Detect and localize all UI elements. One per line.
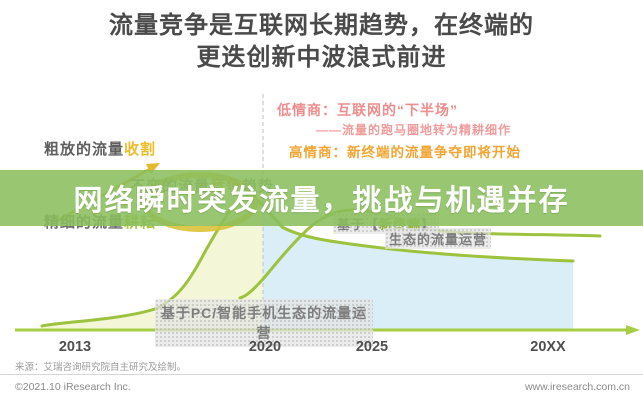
label-pc-ecosystem: 基于PC/智能手机生态的流量运营 <box>155 299 373 347</box>
tick-20xx: 20XX <box>530 339 566 355</box>
annotation-high-eq: 高情商：新终端的流量争夺即将开始 <box>289 145 521 160</box>
trend-arrow-head-icon <box>146 163 160 174</box>
annotation-low-eq: 低情商：互联网的“下半场” <box>277 102 458 118</box>
website-url: www.iresearch.com.cn <box>524 381 630 393</box>
copyright-text: ©2021.10 iResearch Inc. <box>15 381 131 393</box>
label-new-terminal-line2: 生态的流量运营 <box>385 228 492 249</box>
overlay-banner-text: 网络瞬时突发流量，挑战与机遇并存 <box>73 185 570 217</box>
timeline-axis-arrow-icon <box>626 325 640 335</box>
pc-curve-area-before-2020 <box>42 196 263 330</box>
overlay-banner: 网络瞬时突发流量，挑战与机遇并存 <box>0 170 643 226</box>
label-rough-highlight: 收割 <box>124 141 157 158</box>
tick-2020: 2020 <box>248 339 282 355</box>
page-title: 流量竞争是互联网长期趋势，在终端的 更迭创新中波浪式前进 <box>0 10 643 73</box>
title-line-2: 更迭创新中波浪式前进 <box>196 43 447 71</box>
pc-curve-area-after-2020 <box>263 205 573 330</box>
label-rough-traffic: 粗放的流量收割 <box>44 138 156 159</box>
footer-divider <box>0 374 643 375</box>
source-note: 来源：艾瑞咨询研究院自主研究及绘制。 <box>15 362 187 373</box>
label-rough-prefix: 粗放的流量 <box>44 141 125 158</box>
title-line-1: 流量竞争是互联网长期趋势，在终端的 <box>109 12 534 39</box>
tick-2025: 2025 <box>355 339 389 355</box>
annotation-low-eq-sub: ——流量的跑马圈地转为精耕细作 <box>316 123 512 137</box>
tick-2013: 2013 <box>58 339 92 355</box>
